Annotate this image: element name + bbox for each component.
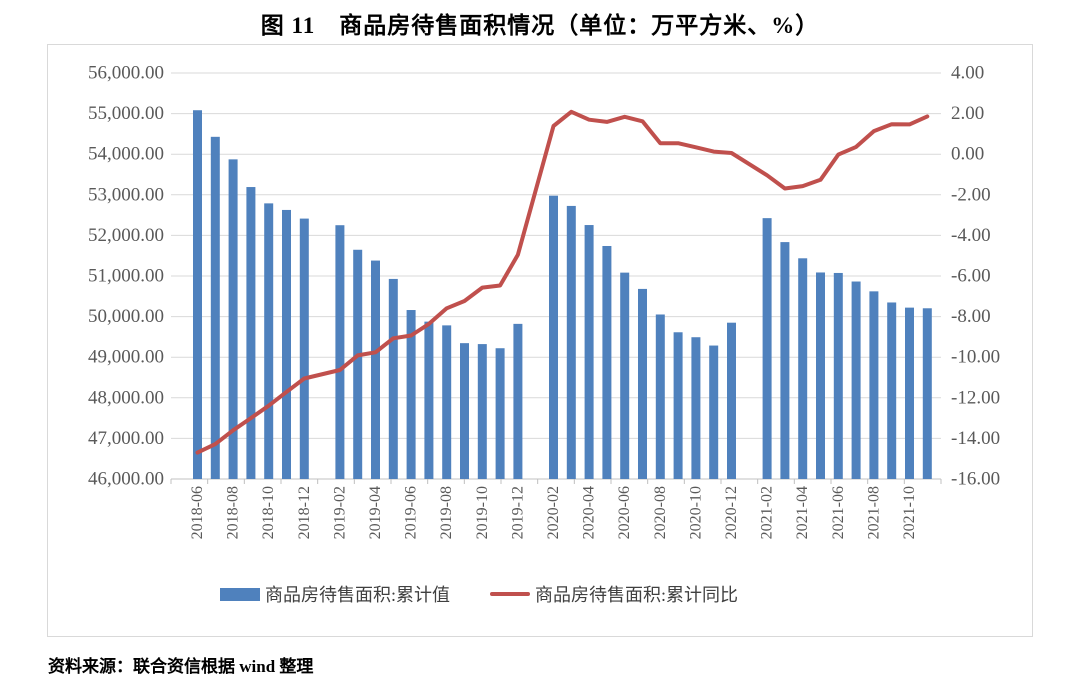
x-axis-tick-label: 2018-12: [296, 486, 313, 539]
right-axis-tick-label: -10.00: [951, 347, 1000, 368]
bar-2019-06: [406, 310, 416, 479]
right-axis-tick-label: -8.00: [951, 306, 991, 327]
chart-plot-area: 56,000.00 4.00 55,000.00 2.00 54,000.00 0.00 5…: [88, 63, 1000, 540]
bar-2020-12: [727, 322, 736, 479]
bar-2020-05: [602, 245, 612, 479]
bar-2021-11: [922, 308, 932, 479]
x-axis-tick-label: 2019-02: [331, 486, 348, 539]
legend-item-bar-series: 商品房待售面积:累计值: [220, 581, 450, 607]
bar-2019-09: [460, 343, 469, 479]
bar-2020-06: [620, 272, 630, 479]
x-axis-tick-label: 2019-08: [438, 486, 455, 539]
bar-2021-06: [833, 272, 843, 479]
bar-2019-02: [335, 225, 345, 479]
x-axis-tick-label: 2020-10: [687, 486, 704, 539]
bar-2021-02: [762, 218, 772, 479]
left-axis-tick-label: 51,000.00: [88, 266, 164, 287]
bar-2020-07: [638, 288, 647, 479]
left-axis-tick-label: 50,000.00: [88, 306, 164, 327]
bar-2018-11: [282, 209, 291, 480]
x-axis-tick-label: 2020-12: [723, 486, 740, 539]
bar-2018-10: [264, 203, 274, 480]
right-axis-tick-label: -2.00: [951, 184, 991, 205]
x-axis-tick-label: 2021-08: [865, 486, 882, 539]
left-axis-tick-label: 48,000.00: [88, 387, 164, 408]
x-axis-tick-label: 2021-10: [901, 486, 918, 539]
x-axis-tick-label: 2020-04: [581, 486, 598, 539]
x-axis-tick-label: 2019-04: [367, 486, 384, 539]
bar-2019-03: [353, 249, 363, 479]
x-axis-tick-label: 2019-12: [509, 486, 526, 539]
right-axis-tick-label: 0.00: [951, 144, 984, 165]
bar-2019-11: [495, 348, 505, 479]
x-axis-tick-label: 2019-10: [474, 486, 491, 539]
left-axis-tick-label: 46,000.00: [88, 469, 164, 490]
left-axis-tick-label: 56,000.00: [88, 63, 164, 84]
line-series-swatch: [490, 592, 530, 596]
bar-2018-12: [299, 218, 309, 479]
bar-2021-07: [851, 281, 861, 479]
bar-2019-04: [371, 260, 380, 479]
x-axis-tick-label: 2020-08: [652, 486, 669, 539]
left-axis-tick-label: 54,000.00: [88, 144, 164, 165]
x-axis-tick-label: 2021-04: [794, 486, 811, 539]
right-axis-tick-label: -14.00: [951, 428, 1000, 449]
chart-title: 图 11 商品房待售面积情况（单位：万平方米、%）: [260, 13, 820, 38]
bar-2021-09: [887, 302, 897, 479]
bar-2021-10: [905, 307, 914, 479]
chart-legend: 商品房待售面积:累计值 商品房待售面积:累计同比: [220, 581, 738, 607]
bar-2019-05: [388, 278, 398, 479]
bar-2019-07: [424, 321, 434, 479]
right-axis-tick-label: -6.00: [951, 266, 991, 287]
bar-2020-11: [709, 345, 719, 479]
source-note: 资料来源：联合资信根据 wind 整理: [48, 657, 314, 676]
x-axis-tick-label: 2018-10: [260, 486, 277, 539]
bar-2020-03: [566, 205, 576, 480]
x-axis-tick-label: 2021-02: [759, 486, 776, 539]
right-axis-tick-label: -4.00: [951, 225, 991, 246]
right-axis-tick-label: 2.00: [951, 103, 984, 124]
x-axis-tick-label: 2020-06: [616, 486, 633, 539]
x-axis-tick-label: 2019-06: [403, 486, 420, 539]
right-axis-tick-label: -12.00: [951, 387, 1000, 408]
x-axis-tick-label: 2018-06: [189, 486, 206, 539]
left-axis-tick-label: 49,000.00: [88, 347, 164, 368]
left-axis-tick-label: 52,000.00: [88, 225, 164, 246]
bar-2020-02: [549, 195, 558, 479]
bar-2019-08: [442, 325, 452, 479]
bar-2019-10: [477, 344, 487, 479]
right-axis-tick-label: 4.00: [951, 63, 984, 84]
line-series-label: 商品房待售面积:累计同比: [535, 585, 738, 605]
left-axis-tick-label: 55,000.00: [88, 103, 164, 124]
left-axis-tick-label: 47,000.00: [88, 428, 164, 449]
bar-2018-07: [210, 136, 220, 480]
bar-series-swatch: [220, 587, 260, 601]
x-axis-tick-label: 2018-08: [225, 486, 242, 539]
bar-2020-09: [673, 332, 683, 479]
legend-item-line-series: 商品房待售面积:累计同比: [490, 581, 738, 607]
bar-2018-06: [193, 110, 202, 480]
bar-2021-03: [780, 242, 790, 479]
bar-2021-04: [798, 258, 808, 479]
bar-2021-05: [816, 272, 825, 479]
x-axis-tick-label: 2021-06: [830, 486, 847, 539]
bar-2020-10: [691, 337, 701, 479]
right-axis-tick-label: -16.00: [951, 469, 1000, 490]
left-axis-tick-label: 53,000.00: [88, 184, 164, 205]
chart-frame: 56,000.00 4.00 55,000.00 2.00 54,000.00 0.00 5…: [47, 44, 1033, 637]
bar-2020-08: [655, 314, 665, 479]
bar-2018-08: [228, 159, 238, 479]
x-axis-tick-label: 2020-02: [545, 486, 562, 539]
bar-2021-08: [869, 291, 879, 479]
yoy-line: [195, 109, 930, 455]
bar-2019-12: [513, 323, 523, 479]
bar-2020-04: [584, 225, 594, 479]
bar-series-label: 商品房待售面积:累计值: [265, 585, 450, 605]
bar-2018-09: [246, 187, 256, 479]
